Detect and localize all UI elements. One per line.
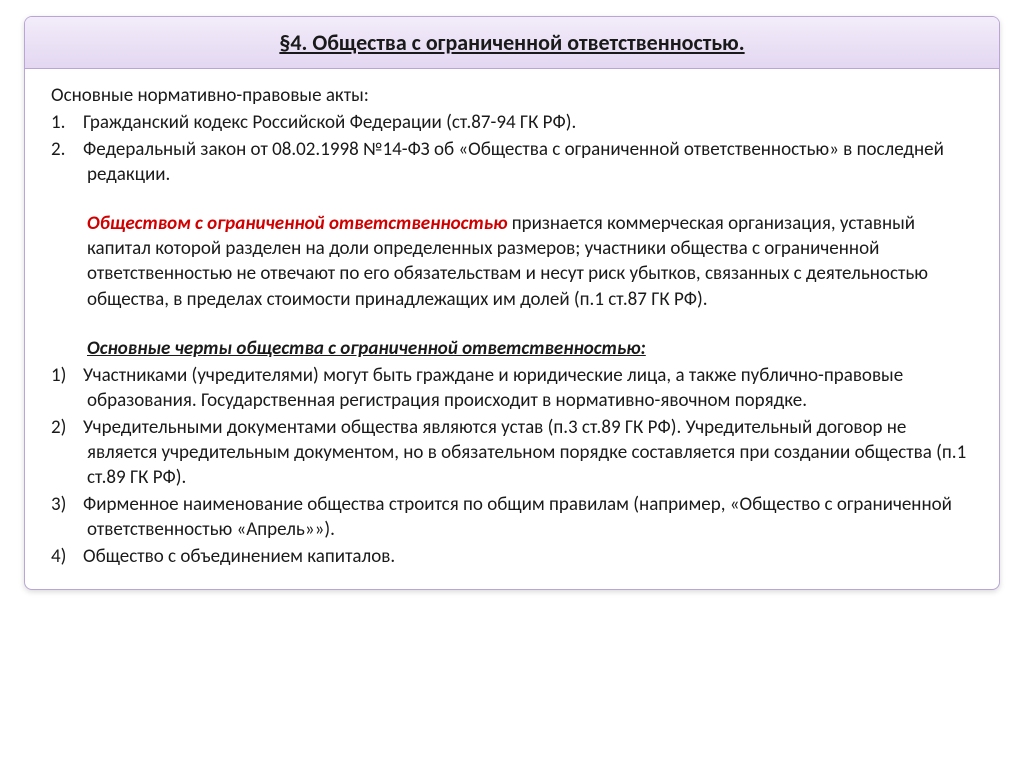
list-number: 2. bbox=[51, 137, 83, 162]
definition-paragraph: Обществом с ограниченной ответственность… bbox=[51, 211, 973, 311]
list-number: 1. bbox=[51, 110, 83, 135]
list-item: 2)Учредительными документами общества яв… bbox=[51, 415, 973, 490]
list-item: 2.Федеральный закон от 08.02.1998 №14-ФЗ… bbox=[51, 137, 973, 187]
intro-text: Основные нормативно-правовые акты: bbox=[51, 83, 973, 108]
acts-list: 1.Гражданский кодекс Российской Федераци… bbox=[51, 110, 973, 187]
list-text: Учредительными документами общества явля… bbox=[83, 416, 966, 489]
definition-term: Обществом с ограниченной ответственность… bbox=[87, 212, 507, 235]
list-text: Фирменное наименование общества строится… bbox=[83, 493, 952, 541]
page-title: §4. Общества с ограниченной ответственно… bbox=[35, 29, 989, 56]
list-text: Гражданский кодекс Российской Федерации … bbox=[83, 111, 576, 134]
card-header: §4. Общества с ограниченной ответственно… bbox=[25, 17, 999, 69]
list-item: 3)Фирменное наименование общества строит… bbox=[51, 492, 973, 542]
list-item: 1)Участниками (учредителями) могут быть … bbox=[51, 363, 973, 413]
card-body: Основные нормативно-правовые акты: 1.Гра… bbox=[25, 69, 999, 589]
list-number: 3) bbox=[51, 492, 83, 517]
list-text: Участниками (учредителями) могут быть гр… bbox=[83, 364, 903, 412]
list-number: 4) bbox=[51, 544, 83, 569]
features-list: 1)Участниками (учредителями) могут быть … bbox=[51, 363, 973, 570]
slide: §4. Общества с ограниченной ответственно… bbox=[0, 0, 1024, 768]
list-number: 2) bbox=[51, 415, 83, 440]
content-card: §4. Общества с ограниченной ответственно… bbox=[24, 16, 1000, 590]
list-text: Федеральный закон от 08.02.1998 №14-ФЗ о… bbox=[83, 138, 944, 186]
features-heading: Основные черты общества с ограниченной о… bbox=[51, 336, 973, 361]
list-text: Общество с объединением капиталов. bbox=[83, 545, 395, 568]
list-number: 1) bbox=[51, 363, 83, 388]
list-item: 1.Гражданский кодекс Российской Федераци… bbox=[51, 110, 973, 135]
list-item: 4)Общество с объединением капиталов. bbox=[51, 544, 973, 569]
